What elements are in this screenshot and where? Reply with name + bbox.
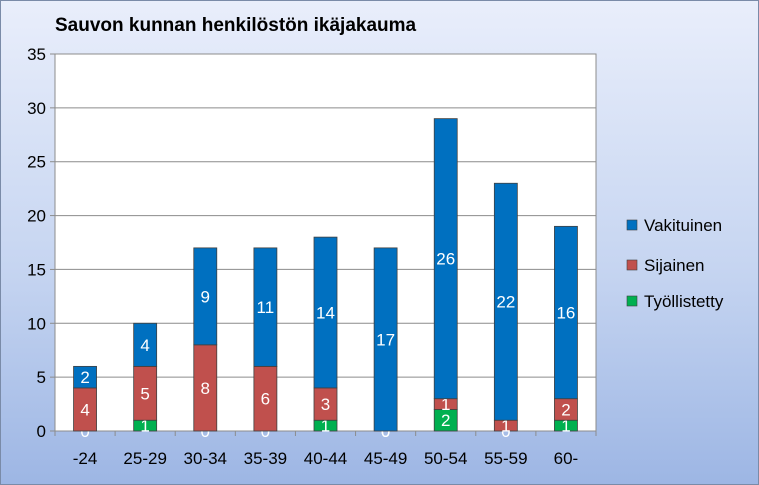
legend-swatch-vakituinen: [626, 219, 638, 231]
data-label-työllistetty-2: 0: [201, 422, 210, 441]
x-tick-label: 60-: [554, 449, 579, 468]
bar-vakituinen-2: [193, 247, 218, 346]
x-tick-label: 40-44: [304, 449, 347, 468]
data-label-työllistetty-1: 1: [140, 417, 149, 436]
y-tick-label: 25: [27, 153, 46, 172]
data-label-vakituinen-7: 22: [496, 293, 515, 312]
data-label-sijainen-8: 2: [561, 400, 570, 419]
y-tick-label: 15: [27, 260, 46, 279]
y-tick-label: 0: [37, 422, 46, 441]
chart-title: Sauvon kunnan henkilöstön ikäjakauma: [55, 15, 417, 36]
data-label-sijainen-7: 1: [501, 417, 510, 436]
x-tick-label: 55-59: [484, 449, 527, 468]
data-label-vakituinen-0: 2: [80, 368, 89, 387]
y-tick-label: 5: [37, 368, 46, 387]
x-tick-label: 50-54: [424, 449, 467, 468]
bar-vakituinen-5: [373, 247, 398, 432]
legend-label-sijainen: Sijainen: [644, 256, 705, 275]
y-tick-label: 35: [27, 45, 46, 64]
x-tick-label: 45-49: [364, 449, 407, 468]
x-tick-label: 30-34: [184, 449, 227, 468]
y-tick-label: 10: [27, 314, 46, 333]
data-label-sijainen-2: 8: [201, 379, 210, 398]
data-label-työllistetty-5: 0: [381, 422, 390, 441]
x-tick-label: 35-39: [244, 449, 287, 468]
data-label-vakituinen-4: 14: [316, 304, 335, 323]
bar-vakituinen-0: [73, 365, 97, 389]
data-label-työllistetty-0: 0: [80, 422, 89, 441]
data-label-vakituinen-3: 11: [257, 298, 275, 317]
bar-vakituinen-3: [253, 247, 278, 367]
data-label-työllistetty-4: 1: [321, 417, 330, 436]
bar-vakituinen-8: [554, 225, 578, 400]
data-label-sijainen-1: 5: [140, 384, 149, 403]
data-label-vakituinen-2: 9: [201, 287, 210, 306]
data-label-sijainen-0: 4: [80, 400, 89, 419]
legend-label-vakituinen: Vakituinen: [644, 216, 722, 235]
x-tick-label: 25-29: [123, 449, 166, 468]
bar-vakituinen-1: [133, 322, 158, 367]
legend-swatch-sijainen: [626, 259, 638, 271]
data-label-työllistetty-3: 0: [261, 422, 270, 441]
data-label-sijainen-5: 0: [381, 422, 390, 441]
bar-vakituinen-6: [433, 118, 458, 400]
data-label-työllistetty-7: 0: [501, 422, 510, 441]
x-tick-label: -24: [73, 449, 98, 468]
bar-vakituinen-4: [313, 236, 338, 389]
data-label-vakituinen-8: 16: [556, 304, 575, 323]
data-label-sijainen-6: 1: [441, 395, 450, 414]
data-label-vakituinen-6: 26: [436, 250, 455, 269]
y-tick-label: 30: [27, 99, 46, 118]
data-label-työllistetty-8: 1: [561, 417, 570, 436]
data-label-sijainen-4: 3: [321, 395, 330, 414]
legend-swatch-työllistetty: [626, 295, 638, 307]
bar-vakituinen-7: [493, 182, 518, 421]
data-label-sijainen-3: 6: [261, 390, 270, 409]
data-label-työllistetty-6: 2: [441, 411, 450, 430]
data-label-vakituinen-1: 4: [140, 336, 149, 355]
y-tick-label: 20: [27, 207, 46, 226]
data-label-vakituinen-5: 17: [376, 330, 395, 349]
legend-label-työllistetty: Työllistetty: [644, 292, 724, 311]
